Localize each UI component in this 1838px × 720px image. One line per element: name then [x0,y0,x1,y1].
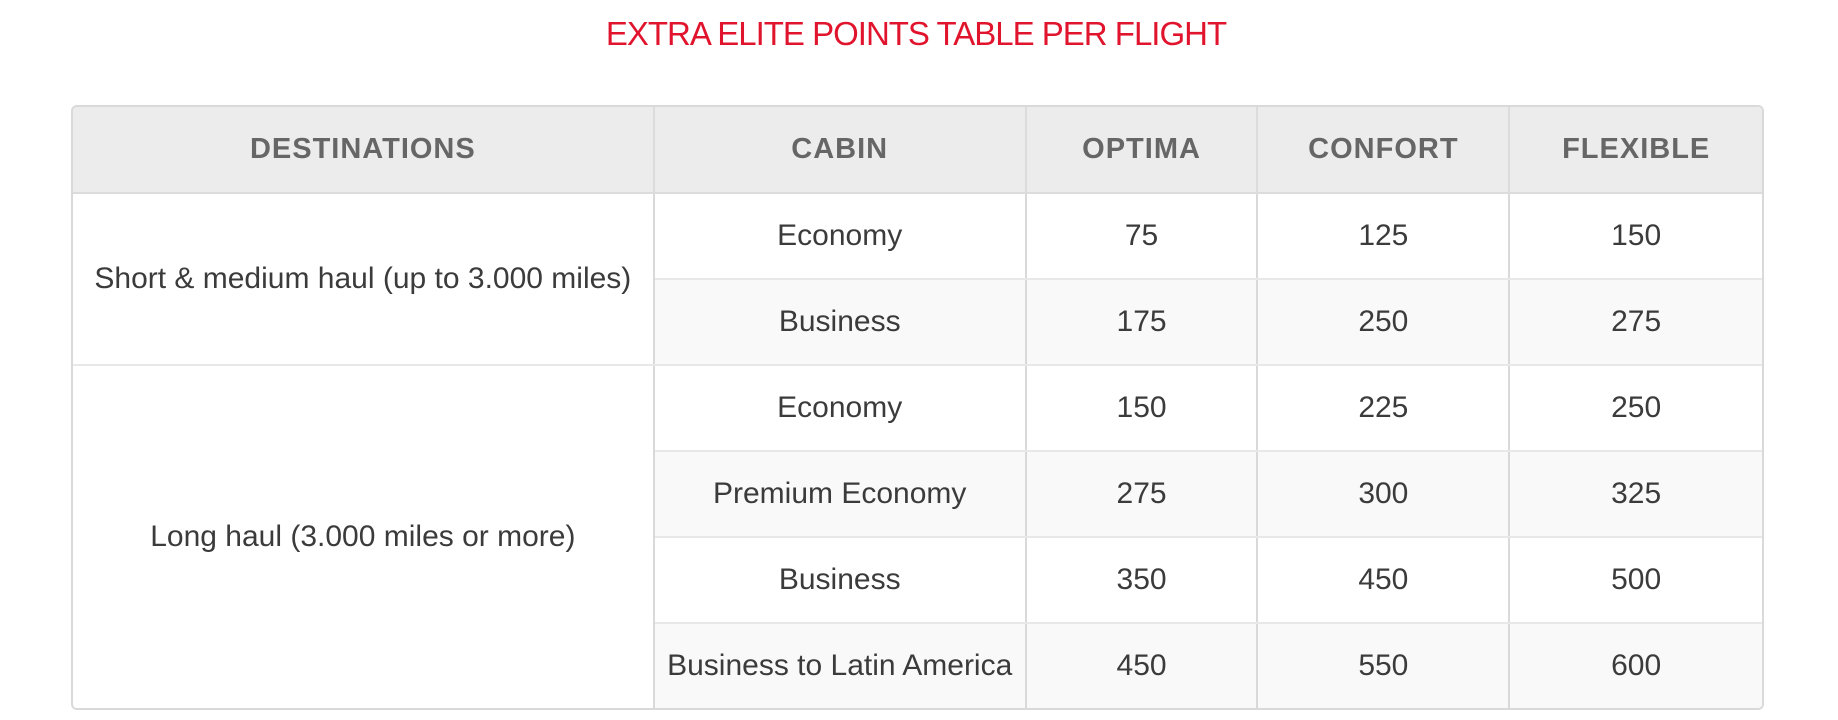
cabin-cell: Premium Economy [652,450,1027,538]
flexible-cell: 250 [1508,364,1762,452]
cabin-cell: Business [652,278,1027,366]
flexible-cell: 275 [1508,278,1762,366]
table-row: Business 350 450 500 [73,536,1762,624]
elite-points-table-container: DESTINATIONS CABIN OPTIMA CONFORT FLEXIB… [71,105,1764,710]
table-row: Premium Economy 275 300 325 [73,450,1762,538]
cabin-cell: Business [652,536,1027,624]
confort-cell: 450 [1256,536,1511,624]
column-header-cabin: CABIN [652,107,1027,194]
cabin-cell: Economy [652,192,1027,280]
table-row: Short & medium haul (up to 3.000 miles) … [73,192,1762,366]
flexible-cell: 500 [1508,536,1762,624]
column-header-confort: CONFORT [1256,107,1511,194]
optima-cell: 150 [1024,364,1259,452]
column-header-flexible: FLEXIBLE [1508,107,1762,194]
column-header-destinations: DESTINATIONS [73,107,655,194]
flexible-cell: 150 [1508,192,1762,280]
cabin-cell: Business to Latin America [652,622,1027,708]
destination-cell: Short & medium haul (up to 3.000 miles) [73,192,655,366]
cabin-cell: Economy [652,364,1027,452]
optima-cell: 350 [1024,536,1259,624]
table-row: Business 175 250 275 [73,278,1762,366]
confort-cell: 125 [1256,192,1511,280]
elite-points-table: DESTINATIONS CABIN OPTIMA CONFORT FLEXIB… [73,107,1762,708]
flexible-cell: 325 [1508,450,1762,538]
column-header-optima: OPTIMA [1024,107,1259,194]
table-row: Long haul (3.000 miles or more) Economy … [73,364,1762,708]
destination-cell: Long haul (3.000 miles or more) [73,364,655,708]
optima-cell: 75 [1024,192,1259,280]
page-title: EXTRA ELITE POINTS TABLE PER FLIGHT [605,15,1227,52]
table-row: Business to Latin America 450 550 600 [73,622,1762,708]
optima-cell: 450 [1024,622,1259,708]
confort-cell: 225 [1256,364,1511,452]
header-row: DESTINATIONS CABIN OPTIMA CONFORT FLEXIB… [73,107,1762,194]
optima-cell: 275 [1024,450,1259,538]
confort-cell: 250 [1256,278,1511,366]
flexible-cell: 600 [1508,622,1762,708]
confort-cell: 550 [1256,622,1511,708]
confort-cell: 300 [1256,450,1511,538]
optima-cell: 175 [1024,278,1259,366]
